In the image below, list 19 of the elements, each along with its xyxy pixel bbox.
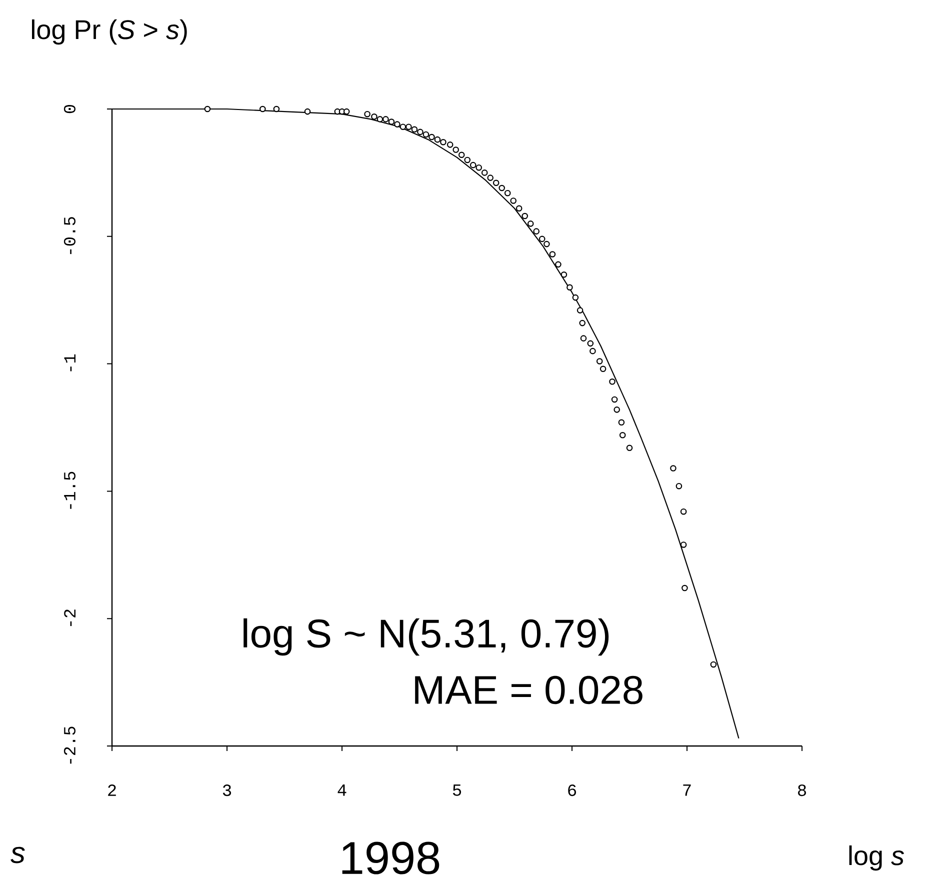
x-tick-label: 8 xyxy=(798,784,806,796)
annotation: log S ~ N(5.31, 0.79) xyxy=(244,618,609,656)
x-tick-label: 2 xyxy=(108,784,116,796)
text: s xyxy=(10,846,25,864)
y-tick-label: -1.5 xyxy=(64,472,76,509)
y-tick-label: -0.5 xyxy=(64,217,76,254)
y-tick-label: -2.5 xyxy=(64,726,76,764)
x-tick-label: 4 xyxy=(338,784,346,796)
y-tick-label: 0 xyxy=(64,104,76,114)
x-tick-label: 3 xyxy=(222,784,232,796)
x-axis-title: log s xyxy=(849,845,904,871)
x-tick-label: 7 xyxy=(683,784,691,796)
x-tick-label: 6 xyxy=(568,784,576,796)
text: 1998 xyxy=(342,842,440,874)
x-tick-label: 5 xyxy=(452,784,462,796)
y-tick-label: -1 xyxy=(64,354,76,372)
annotation: MAE = 0.028 xyxy=(415,676,642,704)
y-tick-label: -2 xyxy=(64,610,76,626)
y-axis-title: log Pr (S > s) xyxy=(32,19,187,45)
